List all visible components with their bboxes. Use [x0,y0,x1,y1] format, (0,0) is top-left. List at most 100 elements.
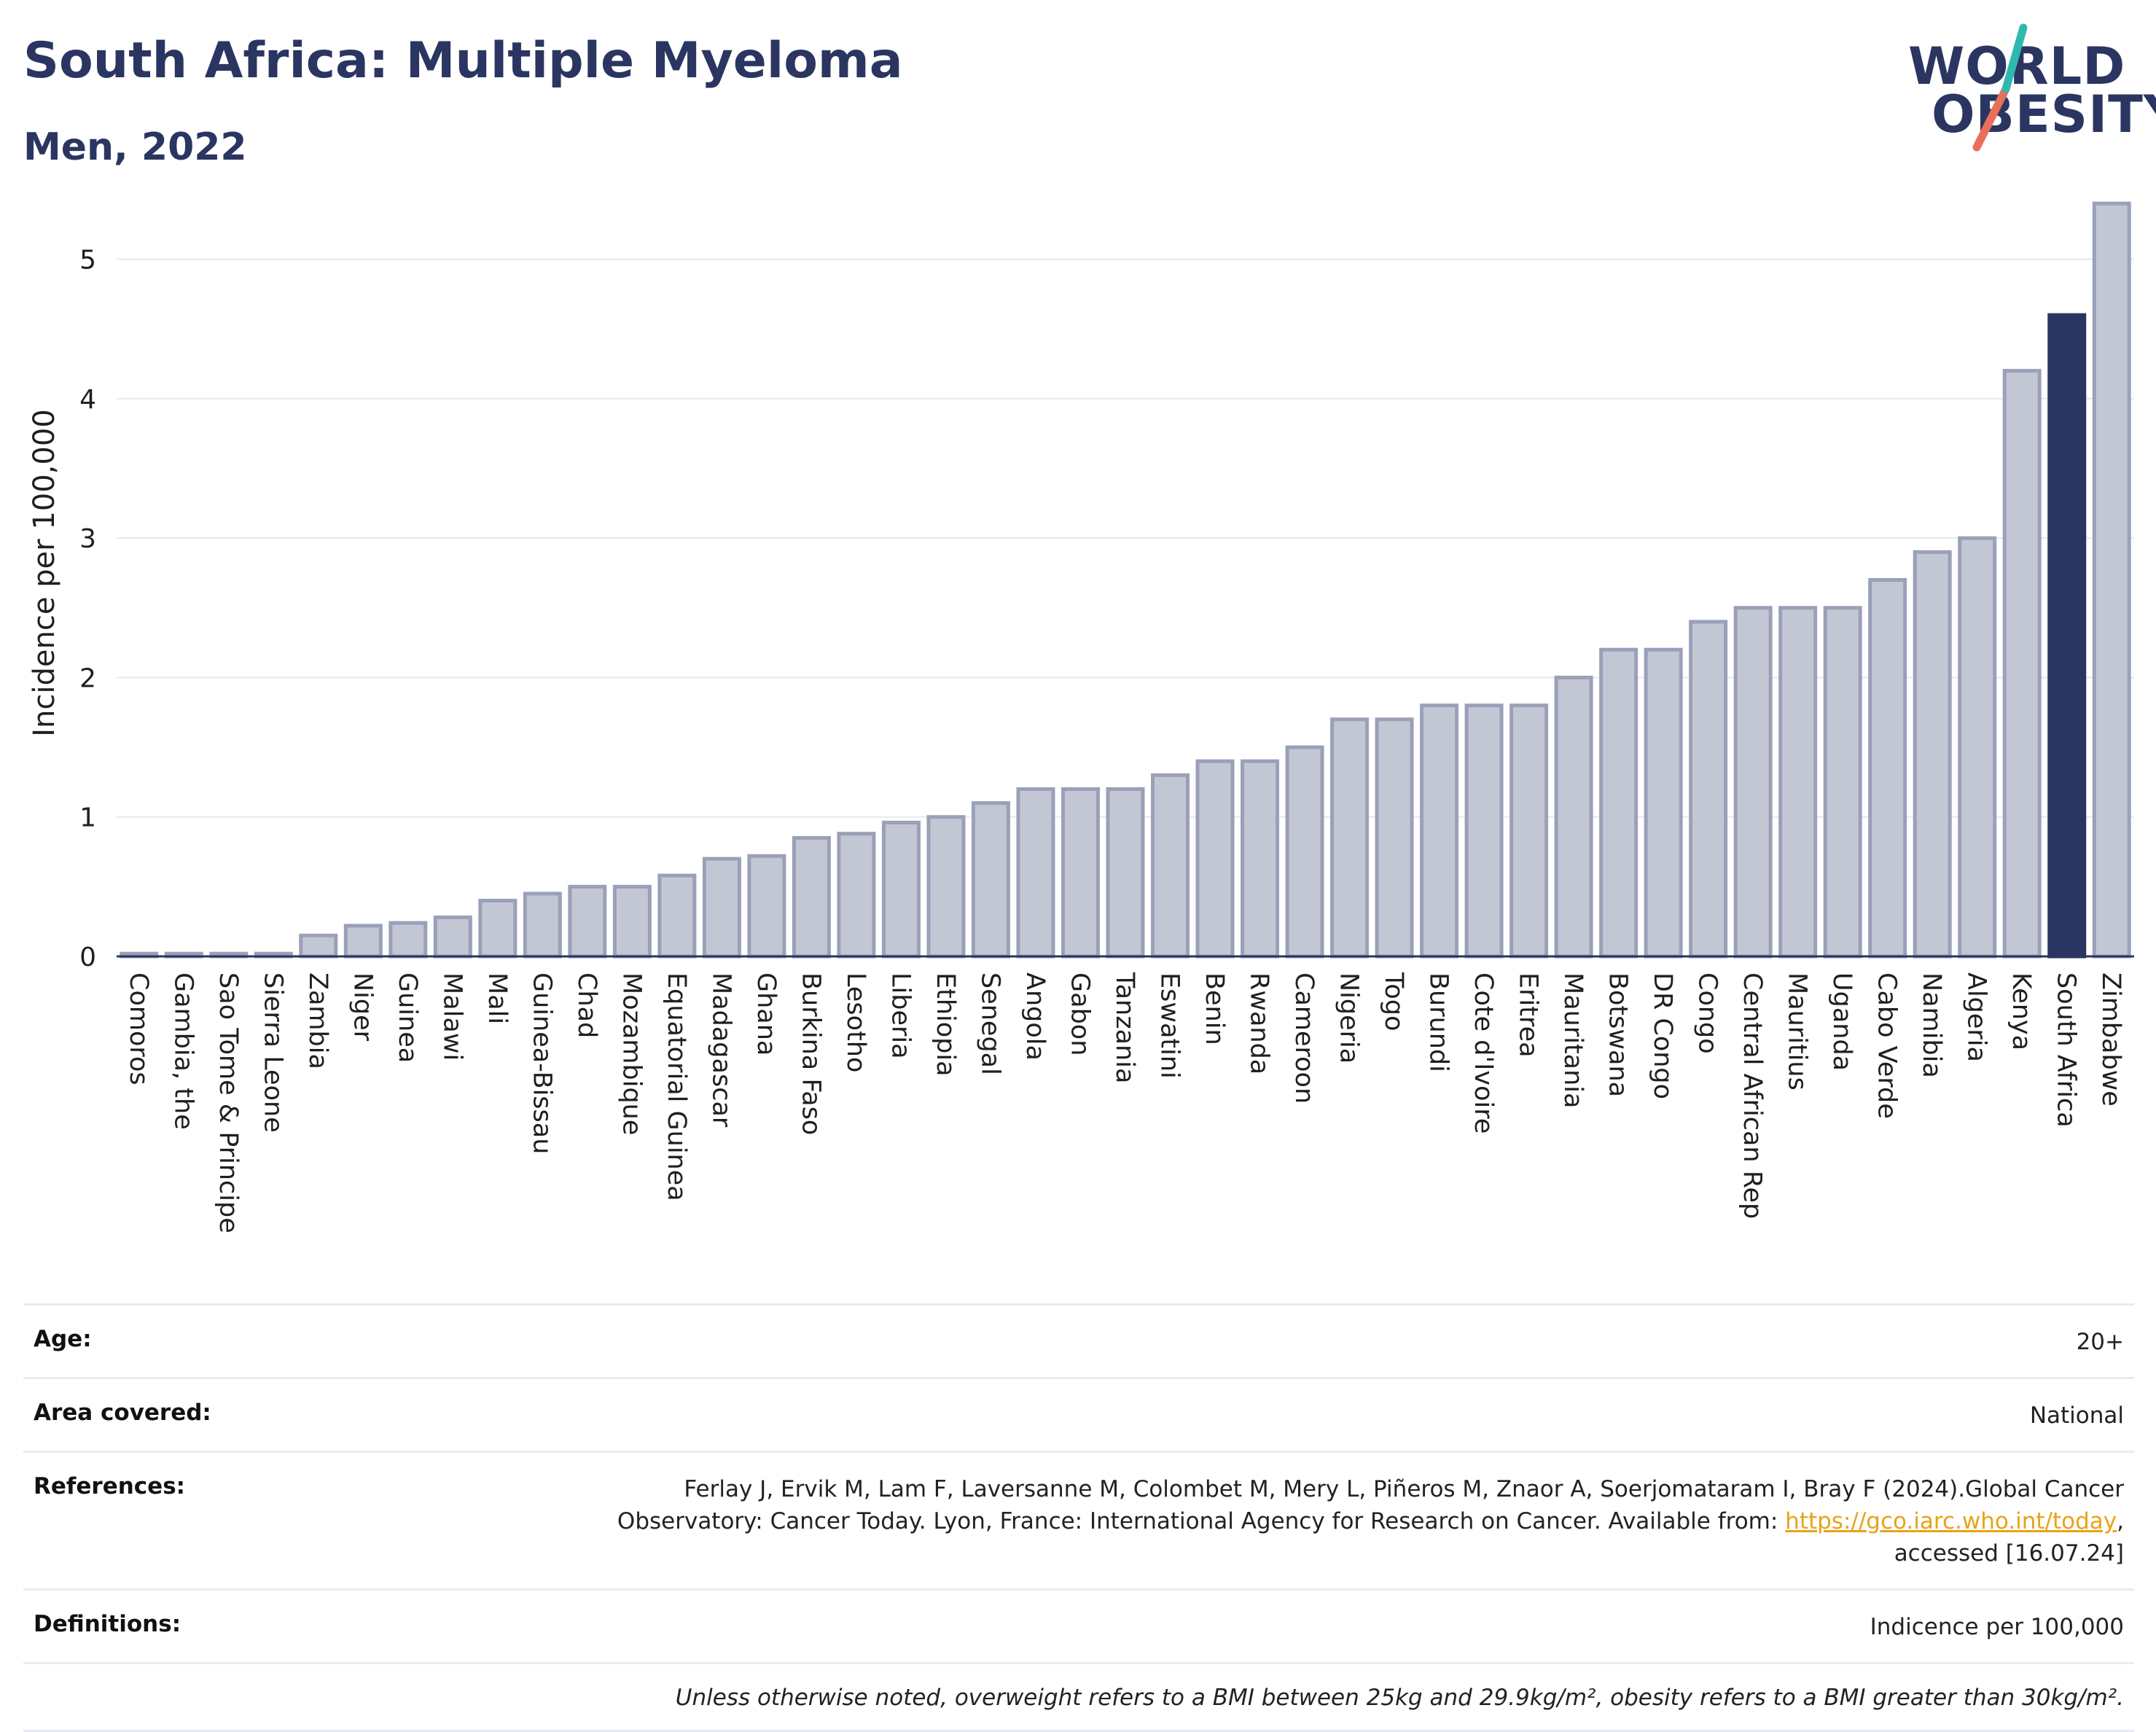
bmi-note: Unless otherwise noted, overweight refer… [675,1685,2124,1711]
bar-mauritania [1554,675,1593,959]
x-tick-label: Benin [1200,972,1229,1045]
x-tick-label: Zimbabwe [2096,972,2125,1107]
y-tick-label: 4 [79,385,96,415]
x-tick-label: Namibia [1917,972,1946,1078]
x-tick-label: DR Congo [1648,972,1677,1099]
x-tick-label: Togo [1379,972,1408,1031]
bar-rwanda [1241,759,1280,959]
logo-word-obesity: OBESITY [1932,85,2156,144]
bar-mauritius [1778,606,1818,959]
x-tick-label: Gambia, the [168,972,198,1130]
bar-mozambique [612,884,652,959]
bar-central-african-rep [1733,606,1773,959]
y-tick-label: 0 [79,943,96,972]
x-tick-label: Equatorial Guinea [662,972,691,1201]
definitions-label: Definitions: [34,1611,181,1637]
x-tick-label: Cabo Verde [1872,972,1902,1119]
bar-cabo-verde [1868,578,1907,959]
x-tick-label: Central African Rep [1738,972,1767,1219]
bar-algeria [1958,536,1997,959]
x-tick-label: Senegal [975,972,1004,1075]
area-label: Area covered: [34,1400,211,1426]
x-tick-label: Uganda [1827,972,1856,1071]
definitions-value: Indicence per 100,000 [1870,1614,2124,1640]
y-tick-label: 2 [79,663,96,693]
references-link[interactable]: https://gco.iarc.who.int/today [1785,1508,2117,1534]
x-tick-label: Liberia [886,972,915,1059]
bar-burkina-faso [792,835,831,959]
x-tick-label: Gabon [1065,972,1094,1056]
x-tick-label: South Africa [2052,972,2081,1128]
x-tick-label: Botswana [1604,972,1633,1097]
x-tick-label: Ethiopia [931,972,960,1077]
bar-eritrea [1509,703,1549,959]
references-comma: , [2117,1508,2124,1534]
x-tick-label: Comoros [124,972,153,1085]
chart-title: South Africa: Multiple Myeloma [23,32,903,90]
bar-niger [343,924,383,959]
x-tick-label: Niger [348,972,377,1042]
bar-cote-d-ivoire [1464,703,1504,959]
bar-angola [1016,787,1055,959]
bar-guinea-bissau [523,892,562,959]
bar-namibia [1913,550,1952,959]
bar-ethiopia [926,815,966,959]
logo-slash-icon [1972,23,2028,152]
bar-congo [1689,620,1728,959]
bar-chart: 0 1 2 3 4 5 Comoros Gambia, the Sao Tome & Prin… [28,201,2134,1233]
bar-uganda [1823,606,1862,959]
bar-guinea [388,921,428,959]
bar-lesotho [837,832,876,959]
x-tick-label: Mauritius [1783,972,1812,1091]
bar-cameroon [1285,745,1324,959]
x-tick-label: Rwanda [1245,972,1274,1074]
x-tick-label: Cameroon [1289,972,1319,1104]
x-tick-label: Mozambique [617,972,646,1135]
references-line-2: Observatory: Cancer Today. Lyon, France:… [617,1508,1786,1534]
bar-ghana [747,854,786,959]
x-tick-label: Zambia [303,972,332,1069]
bar-burundi [1420,703,1459,959]
references-line-3: accessed [16.07.24] [1894,1540,2124,1567]
bar-equatorial-guinea [657,873,697,959]
bar-liberia [881,820,921,959]
y-axis-ticks: 0 1 2 3 4 5 [79,246,96,972]
x-tick-label: Guinea-Bissau [527,972,556,1154]
x-tick-label: Tanzania [1110,972,1139,1083]
bar-south-africa [2047,313,2087,959]
x-tick-label: Lesotho [841,972,870,1072]
x-tick-label: Madagascar [706,972,735,1128]
x-tick-label: Nigeria [1335,972,1364,1064]
bar-chad [568,884,607,959]
x-tick-label: Guinea [393,972,422,1063]
x-tick-label: Eritrea [1514,972,1543,1058]
bar-mali [478,898,517,959]
bar-botswana [1599,647,1639,959]
info-row-references: References: Ferlay J, Ervik M, Lam F, La… [23,1451,2134,1588]
x-tick-label: Malawi [437,972,466,1061]
bar-togo [1375,717,1414,959]
x-tick-label: Sao Tome & Principe [214,972,243,1233]
x-tick-label: Congo [1693,972,1722,1054]
age-value: 20+ [2076,1329,2124,1355]
bar-gabon [1061,787,1100,959]
bar-eswatini [1151,773,1190,959]
info-row-definitions: Definitions: Indicence per 100,000 [23,1588,2134,1662]
x-tick-label: Ghana [751,972,781,1056]
x-tick-label: Angola [1020,972,1050,1061]
info-row-age: Age: 20+ [23,1303,2134,1377]
bars [120,201,2131,959]
bar-malawi [433,915,472,959]
x-tick-label: Algeria [1962,972,1991,1062]
x-tick-label: Eswatini [1155,972,1184,1079]
chart-subtitle: Men, 2022 [23,125,247,169]
bar-kenya [2002,369,2042,959]
y-axis-label: Incidence per 100,000 [28,409,61,737]
x-tick-label: Sierra Leone [258,972,287,1133]
info-table: Age: 20+ Area covered: National Referenc… [23,1303,2134,1732]
bar-benin [1195,759,1235,959]
age-label: Age: [34,1326,92,1352]
x-tick-label: Cote d'Ivoire [1469,972,1498,1134]
y-tick-label: 5 [79,246,96,276]
bar-tanzania [1106,787,1145,959]
